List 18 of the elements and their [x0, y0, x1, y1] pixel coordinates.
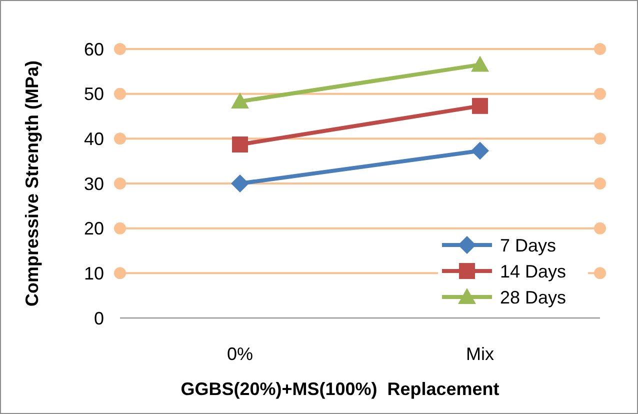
legend-label: 14 Days [500, 261, 566, 282]
legend-label: 7 Days [500, 235, 556, 256]
x-axis-title: GGBS(20%)+MS(100%) Replacement [180, 379, 500, 399]
y-tick-label: 10 [84, 263, 104, 284]
y-tick-label: 20 [84, 218, 104, 239]
y-tick-label: 30 [84, 174, 104, 194]
x-tick-label: 0% [226, 344, 254, 364]
legend-label: 28 Days [500, 287, 566, 308]
point [471, 142, 489, 160]
y-tick-label: 0 [94, 308, 104, 328]
y-tick-label: 50 [84, 84, 104, 104]
x-tick-label: Mix [466, 344, 494, 364]
y-tick-label: 40 [84, 128, 104, 149]
point [232, 136, 248, 152]
point [231, 174, 249, 192]
y-axis-title: Compressive Strength (MPa) [22, 60, 42, 307]
point [472, 98, 488, 114]
y-tick-label: 60 [84, 39, 104, 60]
